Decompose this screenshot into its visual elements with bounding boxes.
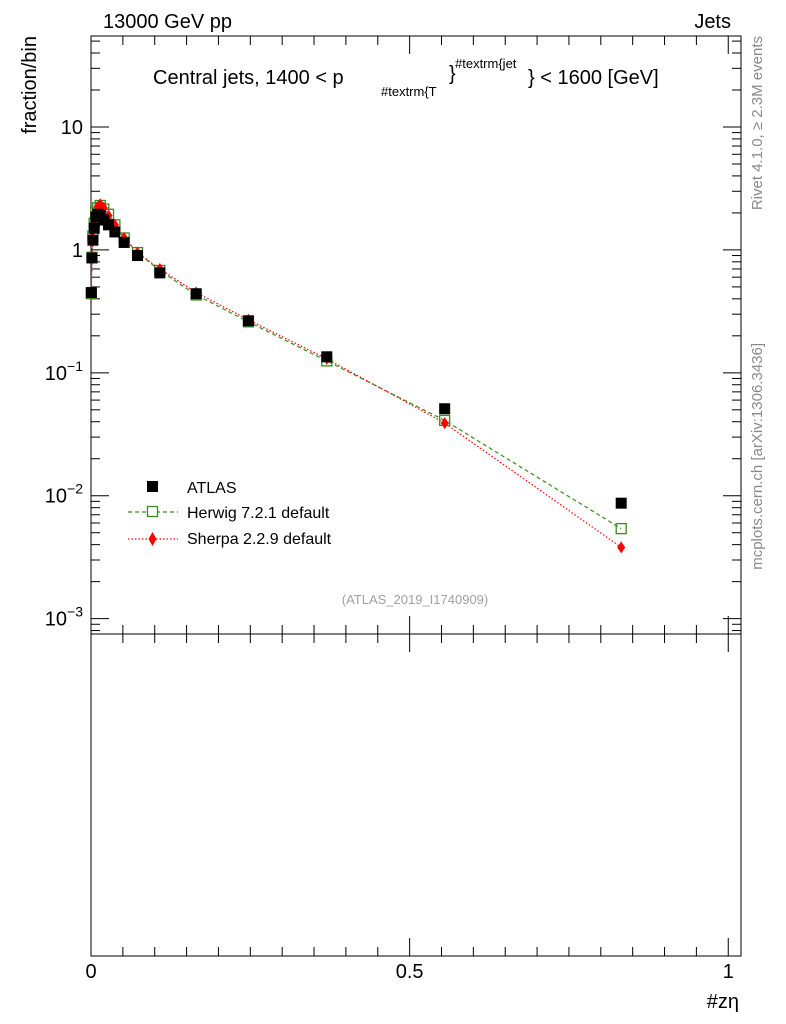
x-axis-label: #zη (707, 991, 739, 1013)
legend-entry-herwig: Herwig 7.2.1 default (128, 505, 330, 522)
header-energy-label: 13000 GeV pp (103, 11, 232, 33)
y-axis-ticks: 10 1 10−1 10−2 10−3 (45, 40, 741, 632)
atlas-point (615, 497, 627, 509)
atlas-point (132, 250, 144, 262)
atlas-point (439, 403, 451, 415)
atlas-point (85, 287, 97, 299)
chart-title-main: Central jets, 1400 < p (153, 67, 344, 89)
sherpa-point (617, 541, 626, 554)
y-tick-label: 10−1 (45, 358, 83, 385)
atlas-point (109, 226, 121, 238)
atlas-point (321, 351, 333, 363)
series-lines (90, 203, 622, 548)
legend-label-atlas: ATLAS (187, 480, 237, 497)
chart-title-subscript: #textrm{T (381, 84, 437, 99)
legend-label-herwig: Herwig 7.2.1 default (187, 505, 330, 522)
analysis-watermark: (ATLAS_2019_I1740909) (342, 592, 488, 607)
legend-marker-herwig (146, 505, 159, 518)
legend-label-sherpa: Sherpa 2.2.9 default (187, 531, 332, 548)
atlas-point (86, 252, 98, 264)
atlas-point (103, 219, 115, 231)
atlas-point (118, 236, 130, 248)
chart-title: Central jets, 1400 < p #textrm{T } #text… (153, 56, 659, 99)
y-tick-label: 10−3 (45, 604, 83, 631)
atlas-point (190, 288, 202, 300)
legend-marker-sherpa (148, 532, 157, 546)
x-tick-label: 0.5 (396, 961, 424, 983)
legend-marker-atlas (147, 481, 158, 492)
x-tick-label: 1 (723, 961, 734, 983)
herwig-point (615, 522, 627, 535)
sherpa-point (440, 417, 449, 430)
atlas-point (242, 315, 254, 327)
y-tick-label: 10 (61, 117, 83, 139)
lower-plot-frame (90, 633, 742, 957)
x-axis-ticks: 0 0.5 1 (85, 36, 734, 983)
chart-title-superscript: #textrm{jet (455, 56, 517, 71)
header-jets-label: Jets (694, 11, 731, 33)
atlas-point (88, 222, 100, 234)
series-markers (85, 198, 627, 554)
y-tick-label: 1 (72, 240, 83, 262)
chart-title-tail: } < 1600 [GeV] (528, 67, 659, 89)
rivet-events-label: Rivet 4.1.0, ≥ 2.3M events (749, 36, 766, 210)
atlas-point (87, 234, 99, 246)
y-tick-label: 10−2 (45, 481, 83, 508)
chart-title-brace: } (449, 63, 456, 85)
legend-entry-sherpa: Sherpa 2.2.9 default (128, 531, 332, 548)
legend-entry-atlas: ATLAS (147, 480, 237, 497)
y-axis-label: fraction/bin (19, 36, 41, 134)
mcplots-reference-label: mcplots.cern.ch [arXiv:1306.3436] (749, 343, 766, 570)
x-tick-label: 0 (85, 961, 96, 983)
series-line-herwig (90, 204, 622, 530)
legend: ATLAS Herwig 7.2.1 default Sherpa 2.2.9 … (128, 480, 332, 548)
atlas-point (154, 267, 166, 279)
